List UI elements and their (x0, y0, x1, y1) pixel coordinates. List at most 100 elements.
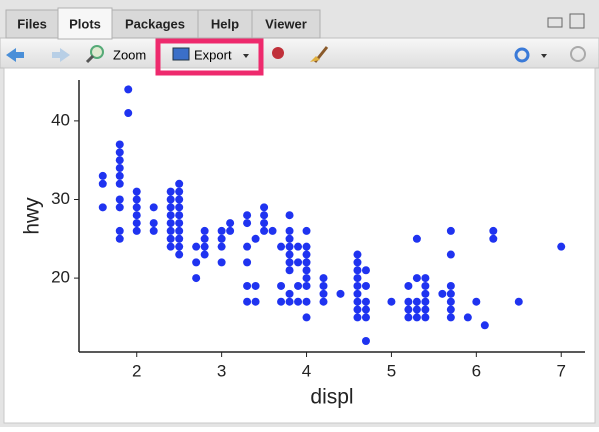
point (175, 226, 184, 235)
point (412, 313, 421, 322)
point (115, 148, 124, 157)
point (132, 195, 141, 204)
toolbar (0, 37, 599, 69)
point (480, 321, 489, 330)
point (294, 258, 303, 267)
point (175, 203, 184, 212)
point (353, 274, 362, 283)
y-tick-label: 40 (51, 110, 70, 129)
tab[interactable] (197, 9, 253, 39)
point (421, 281, 430, 290)
point (472, 297, 481, 306)
point (361, 281, 370, 290)
point (217, 226, 226, 235)
point (251, 297, 260, 306)
point (361, 305, 370, 314)
tab-label[interactable]: Files (17, 16, 47, 31)
point (200, 226, 209, 235)
point (302, 313, 311, 322)
tab-label[interactable]: Plots (69, 16, 101, 31)
point (285, 297, 294, 306)
point (243, 297, 252, 306)
point (115, 171, 124, 180)
point (446, 289, 455, 298)
point (200, 234, 209, 243)
tab[interactable] (5, 9, 59, 39)
tab[interactable] (251, 9, 321, 39)
point (243, 242, 252, 251)
point (302, 226, 311, 235)
point (192, 258, 201, 267)
point (446, 250, 455, 259)
back-arrow[interactable] (6, 48, 24, 62)
point (404, 281, 413, 290)
remove-plot[interactable] (272, 47, 284, 59)
point (285, 211, 294, 220)
point (361, 297, 370, 306)
point (166, 211, 175, 220)
point (514, 297, 523, 306)
point (285, 226, 294, 235)
point (115, 203, 124, 212)
publish-icon[interactable] (514, 47, 530, 63)
zoom-icon[interactable] (90, 45, 104, 59)
point (319, 297, 328, 306)
point (294, 242, 303, 251)
point (285, 289, 294, 298)
tab[interactable] (111, 9, 199, 39)
point (226, 219, 235, 228)
point (361, 313, 370, 322)
export-label[interactable]: Export (194, 47, 232, 62)
point (446, 226, 455, 235)
zoom-label[interactable]: Zoom (113, 47, 146, 62)
point (166, 203, 175, 212)
maximize[interactable] (569, 13, 585, 29)
tab[interactable] (57, 7, 113, 40)
point (353, 297, 362, 306)
point (166, 226, 175, 235)
point (353, 281, 362, 290)
point (132, 226, 141, 235)
point (285, 234, 294, 243)
y-tick-label: 20 (51, 268, 70, 287)
point (446, 305, 455, 314)
tab-label[interactable]: Viewer (265, 16, 307, 31)
point (404, 297, 413, 306)
point (302, 266, 311, 275)
point (489, 226, 498, 235)
point (387, 297, 396, 306)
point (277, 281, 286, 290)
minimize[interactable] (547, 17, 563, 28)
point (268, 226, 277, 235)
point (192, 274, 201, 283)
point (251, 234, 260, 243)
point (421, 274, 430, 283)
point (115, 234, 124, 243)
point (217, 242, 226, 251)
point (149, 219, 158, 228)
point (98, 203, 107, 212)
point (175, 195, 184, 204)
point (557, 242, 566, 251)
forward-arrow[interactable] (52, 48, 70, 62)
x-tick-label: 7 (556, 361, 565, 380)
point (277, 297, 286, 306)
point (260, 203, 269, 212)
dropdown-arrow (243, 54, 249, 58)
point (302, 274, 311, 283)
tab-label[interactable]: Help (211, 16, 239, 31)
y-tick-label: 30 (51, 189, 70, 208)
tab-label[interactable]: Packages (125, 16, 185, 31)
point (285, 258, 294, 267)
point (361, 336, 370, 345)
point (115, 195, 124, 204)
refresh[interactable] (570, 46, 586, 62)
point (115, 179, 124, 188)
point (98, 179, 107, 188)
point (166, 187, 175, 196)
x-tick-label: 3 (217, 361, 226, 380)
point (243, 281, 252, 290)
point (132, 203, 141, 212)
point (302, 258, 311, 267)
point (115, 140, 124, 149)
